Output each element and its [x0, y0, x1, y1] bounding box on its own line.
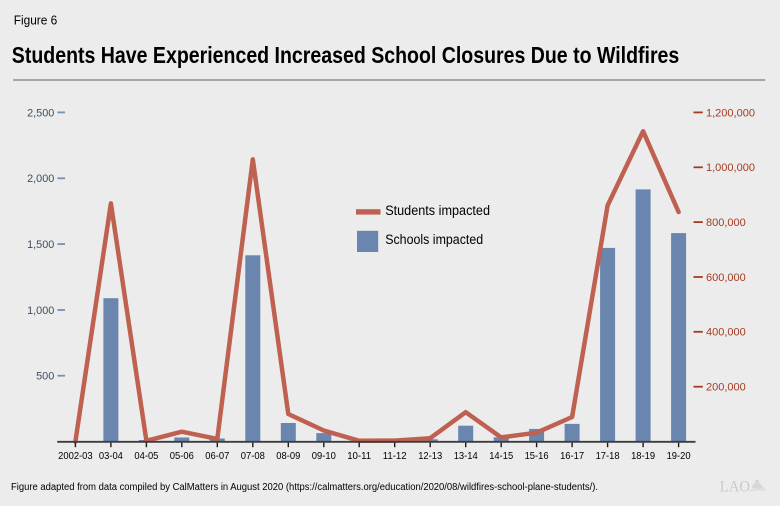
- svg-text:03-04: 03-04: [99, 451, 123, 462]
- svg-text:Students impacted: Students impacted: [385, 203, 490, 218]
- svg-text:600,000: 600,000: [706, 272, 746, 284]
- svg-text:800,000: 800,000: [706, 217, 746, 229]
- svg-text:400,000: 400,000: [706, 327, 746, 339]
- svg-text:14-15: 14-15: [489, 451, 513, 462]
- svg-text:2,000: 2,000: [27, 173, 54, 185]
- svg-text:18-19: 18-19: [631, 451, 655, 462]
- svg-text:2,500: 2,500: [27, 107, 54, 119]
- svg-text:17-18: 17-18: [596, 451, 620, 462]
- svg-text:08-09: 08-09: [276, 451, 300, 462]
- svg-text:LAO: LAO: [720, 478, 750, 495]
- svg-text:11-12: 11-12: [383, 451, 407, 462]
- svg-text:09-10: 09-10: [312, 451, 336, 462]
- svg-text:1,000: 1,000: [27, 305, 54, 317]
- svg-text:19-20: 19-20: [667, 451, 691, 462]
- svg-text:06-07: 06-07: [205, 451, 229, 462]
- svg-text:04-05: 04-05: [134, 451, 158, 462]
- svg-text:07-08: 07-08: [241, 451, 265, 462]
- svg-text:1,200,000: 1,200,000: [706, 107, 755, 119]
- svg-text:1,000,000: 1,000,000: [706, 162, 755, 174]
- svg-text:12-13: 12-13: [418, 451, 442, 462]
- svg-text:15-16: 15-16: [525, 451, 549, 462]
- svg-text:Figure 6: Figure 6: [14, 12, 58, 27]
- svg-text:05-06: 05-06: [170, 451, 194, 462]
- svg-text:Students Have Experienced Incr: Students Have Experienced Increased Scho…: [12, 42, 680, 68]
- svg-text:10-11: 10-11: [347, 451, 371, 462]
- svg-text:Schools impacted: Schools impacted: [385, 232, 483, 247]
- svg-text:1,500: 1,500: [27, 239, 54, 251]
- svg-text:200,000: 200,000: [706, 382, 746, 394]
- svg-text:13-14: 13-14: [454, 451, 478, 462]
- svg-text:500: 500: [36, 371, 54, 383]
- svg-text:Figure adapted from data compi: Figure adapted from data compiled by Cal…: [11, 482, 598, 493]
- svg-text:2002-03: 2002-03: [58, 451, 93, 462]
- svg-text:16-17: 16-17: [560, 451, 584, 462]
